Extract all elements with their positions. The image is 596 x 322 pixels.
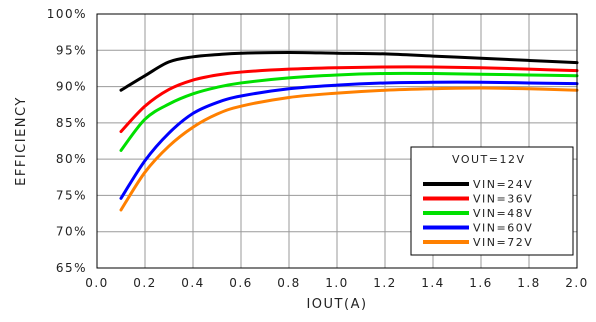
x-tick-label: 1.2 [373, 276, 397, 290]
legend-label-vin-72v: VIN=72V [473, 236, 533, 249]
y-tick-label: 100% [47, 7, 87, 21]
legend-title: VOUT=12V [452, 153, 526, 166]
legend-box [410, 146, 574, 256]
y-tick-label: 65% [56, 261, 87, 275]
x-tick-label: 1.6 [469, 276, 493, 290]
series-lines [119, 50, 579, 212]
x-tick-label: 1.8 [517, 276, 541, 290]
y-tick-label: 90% [56, 80, 87, 94]
legend-label-vin-24v: VIN=24V [473, 178, 533, 191]
y-tick-label: 75% [56, 188, 87, 202]
x-tick-label: 2.0 [565, 276, 589, 290]
y-tick-labels: 65% 70% 75% 80% 85% 90% 95% 100% [47, 7, 87, 275]
legend-label-vin-60v: VIN=60V [473, 222, 533, 235]
series-line-vin-72v [119, 86, 579, 212]
y-tick-label: 70% [56, 225, 87, 239]
series-line-vin-24v [119, 50, 579, 92]
series-line-vin-36v [119, 65, 579, 134]
x-tick-label: 0.8 [277, 276, 301, 290]
x-tick-label: 1.0 [325, 276, 349, 290]
x-tick-label: 0.6 [229, 276, 253, 290]
y-tick-label: 85% [56, 116, 87, 130]
x-axis-title: IOUT(A) [306, 297, 367, 312]
legend-label-vin-36v: VIN=36V [473, 193, 533, 206]
x-tick-label: 0.4 [181, 276, 205, 290]
x-tick-labels: 0.0 0.2 0.4 0.6 0.8 1.0 1.2 1.4 1.6 1.8 2.0 [85, 276, 589, 290]
x-tick-label: 0.2 [133, 276, 157, 290]
series-line-vin-48v [119, 71, 579, 152]
y-axis-title: EFFICIENCY [14, 96, 29, 186]
x-tick-label: 0.0 [85, 276, 109, 290]
y-tick-label: 80% [56, 152, 87, 166]
legend-label-vin-48v: VIN=48V [473, 207, 533, 220]
y-tick-label: 95% [56, 43, 87, 57]
x-tick-label: 1.4 [421, 276, 445, 290]
series-line-vin-60v [119, 80, 579, 200]
plot-frame [96, 13, 578, 269]
